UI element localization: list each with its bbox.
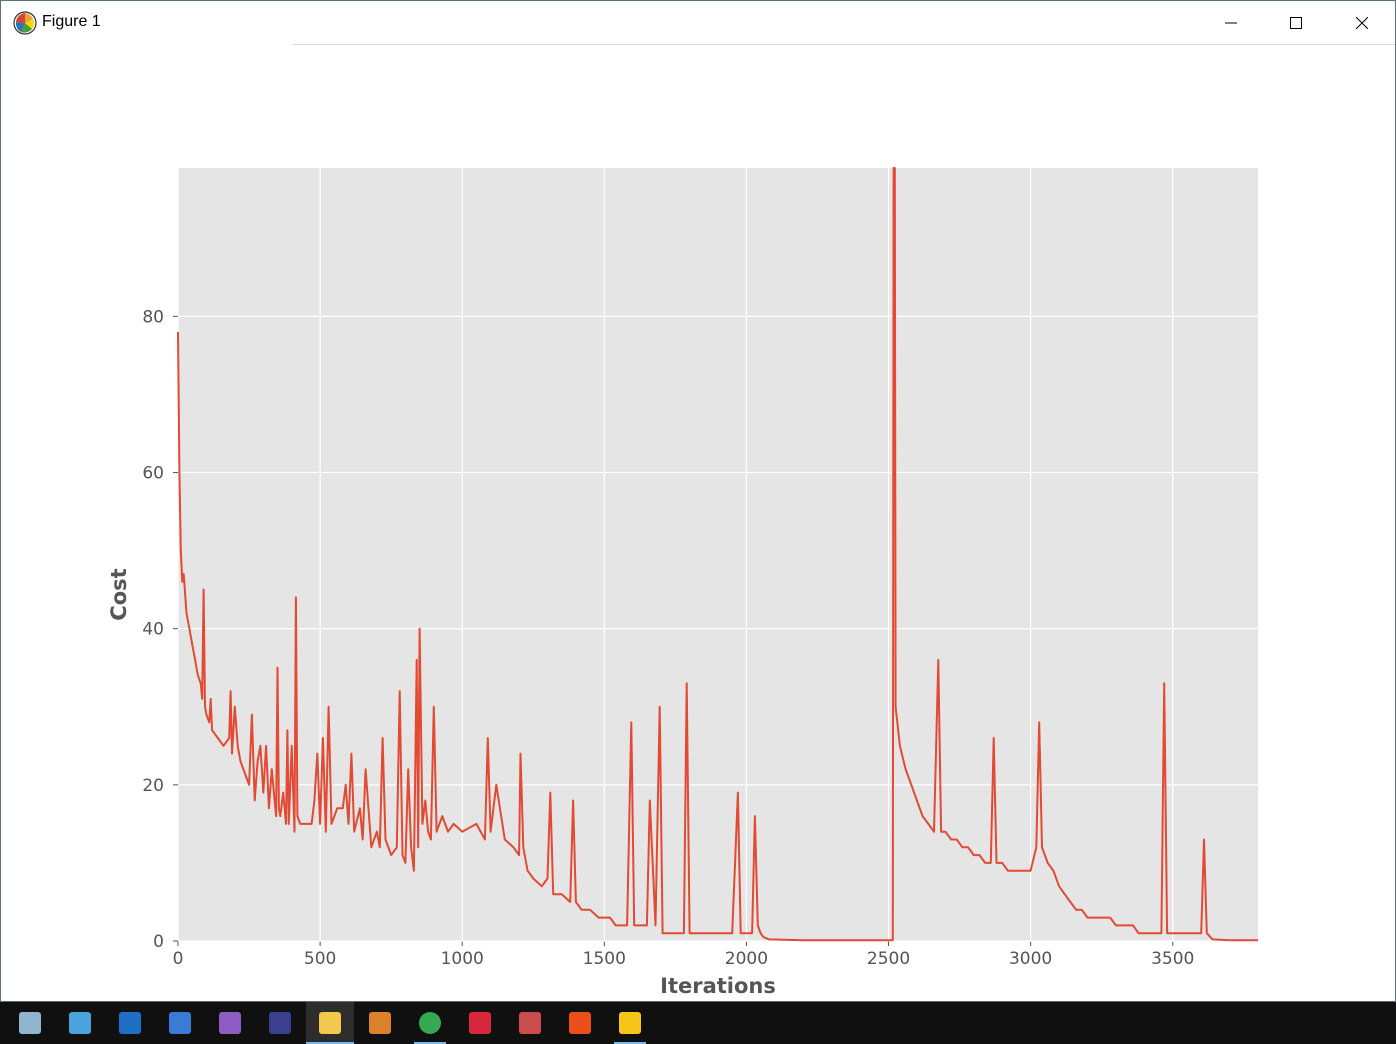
- taskbar-button-computer[interactable]: [56, 1002, 104, 1044]
- y-tick-label: 20: [142, 776, 164, 796]
- sync-icon: [369, 1012, 391, 1034]
- taskbar-button-eclipse[interactable]: [256, 1002, 304, 1044]
- window-title: Figure 1: [42, 13, 101, 30]
- chrome-icon: [419, 1012, 441, 1034]
- computer-icon: [69, 1012, 91, 1034]
- git-icon: [569, 1012, 591, 1034]
- taskbar-button-acrobat[interactable]: [456, 1002, 504, 1044]
- x-tick-label: 2500: [867, 949, 910, 969]
- python-file-icon: [319, 1012, 341, 1034]
- visual-studio-icon: [219, 1012, 241, 1034]
- close-icon: [1356, 17, 1368, 29]
- title-separator: [293, 44, 1395, 45]
- taskbar-button-outlook[interactable]: [106, 1002, 154, 1044]
- y-tick-label: 80: [142, 307, 164, 327]
- running-indicator: [614, 1042, 646, 1044]
- y-tick-label: 0: [153, 932, 164, 952]
- matplotlib-logo-icon: [13, 11, 37, 35]
- y-axis-label: Cost: [107, 568, 131, 620]
- x-tick-label: 500: [304, 949, 336, 969]
- cost-series-line: [177, 167, 1258, 942]
- paint-icon: [519, 1012, 541, 1034]
- maximize-icon: [1290, 17, 1302, 29]
- taskbar-button-visual-studio[interactable]: [206, 1002, 254, 1044]
- remote-desktop-icon: [169, 1012, 191, 1034]
- axes-background: [178, 168, 1258, 941]
- x-tick-label: 0: [173, 949, 184, 969]
- y-tick-label: 60: [142, 464, 164, 484]
- taskbar-button-notepad[interactable]: [6, 1002, 54, 1044]
- running-indicator: [306, 1042, 354, 1044]
- minimize-icon: [1225, 22, 1237, 24]
- y-tick-label: 40: [142, 620, 164, 640]
- taskbar-button-git[interactable]: [556, 1002, 604, 1044]
- maximize-button[interactable]: [1264, 1, 1328, 45]
- figure-canvas: 0 500 1000 1500 2000 2500 3000 3500 0 20 40 60 80 Ite…: [1, 46, 1395, 1002]
- close-button[interactable]: [1330, 1, 1394, 45]
- taskbar-button-file-explorer[interactable]: [606, 1002, 654, 1044]
- acrobat-icon: [469, 1012, 491, 1034]
- figure-window: Figure 1 0 500 1000 1500 2000 2500 3000 3500 0 20…: [0, 0, 1396, 1002]
- x-axis-label: Iterations: [660, 974, 776, 998]
- taskbar-button-chrome[interactable]: [406, 1002, 454, 1044]
- taskbar-button-remote-desktop[interactable]: [156, 1002, 204, 1044]
- taskbar: [0, 1002, 1396, 1044]
- notepad-icon: [19, 1012, 41, 1034]
- title-bar[interactable]: Figure 1: [1, 1, 1395, 45]
- x-tick-label: 3000: [1009, 949, 1052, 969]
- taskbar-button-python-file[interactable]: [306, 1002, 354, 1044]
- taskbar-button-paint[interactable]: [506, 1002, 554, 1044]
- x-tick-label: 1000: [441, 949, 484, 969]
- x-tick-label: 2000: [725, 949, 768, 969]
- outlook-icon: [119, 1012, 141, 1034]
- line-chart: 0 500 1000 1500 2000 2500 3000 3500 0 20 40 60 80 Ite…: [107, 167, 1258, 998]
- file-explorer-icon: [619, 1012, 641, 1034]
- minimize-button[interactable]: [1199, 1, 1263, 45]
- eclipse-icon: [269, 1012, 291, 1034]
- x-tick-label: 1500: [583, 949, 626, 969]
- x-tick-label: 3500: [1151, 949, 1194, 969]
- taskbar-button-sync[interactable]: [356, 1002, 404, 1044]
- running-indicator: [414, 1042, 446, 1044]
